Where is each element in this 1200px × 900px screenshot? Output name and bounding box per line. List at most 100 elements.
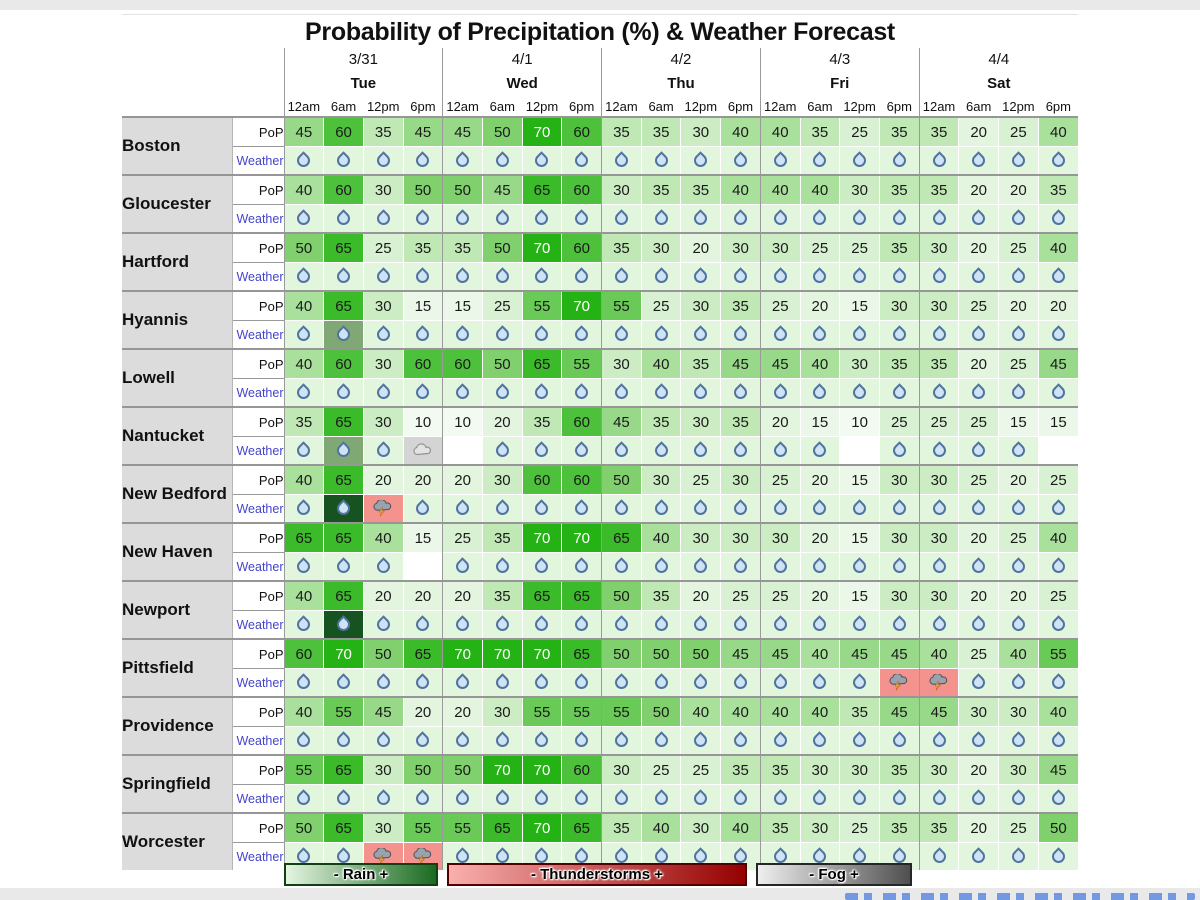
city-pop-row: Hartford PoP 50 65 25 35 35 50 70 60 35 30 20 30 30 25 2… <box>122 232 1078 291</box>
pop-cell: 30 <box>878 464 920 495</box>
weather-row-label[interactable]: Weather <box>232 668 284 697</box>
time-header: 6am <box>640 96 681 117</box>
rain-drop-icon <box>453 672 472 692</box>
city-label: New Haven <box>122 522 233 581</box>
rain-drop-icon <box>929 498 949 518</box>
thunderstorm-icon <box>411 846 435 865</box>
weather-cell <box>1037 320 1078 349</box>
pop-cell: 35 <box>918 174 959 205</box>
weather-cell <box>481 378 523 407</box>
rain-drop-icon <box>374 266 393 286</box>
pop-cell: 25 <box>680 754 721 785</box>
pop-row-label: PoP <box>232 522 284 553</box>
rain-drop-icon <box>691 788 710 808</box>
weather-row-label[interactable]: Weather <box>232 262 284 291</box>
rain-drop-icon <box>969 730 988 750</box>
rain-drop-icon <box>1049 730 1068 750</box>
pop-cell: 30 <box>998 696 1039 727</box>
cutoff-link-text[interactable] <box>845 893 1195 900</box>
rain-drop-icon <box>651 440 671 460</box>
time-header: 6pm <box>1037 96 1078 117</box>
pop-cell: 20 <box>998 174 1039 205</box>
time-header: 6pm <box>402 96 443 117</box>
legend-rain[interactable]: - Rain + <box>284 863 438 886</box>
rain-drop-icon <box>334 498 353 518</box>
city-pop-row: Pittsfield PoP 60 70 50 65 70 70 70 65 50 50 50 45 45 4… <box>122 638 1078 697</box>
rain-drop-icon <box>771 614 790 634</box>
weather-cell <box>680 378 721 407</box>
weather-cell <box>283 494 324 523</box>
weather-cell <box>918 552 959 581</box>
rain-drop-icon <box>810 556 830 576</box>
weather-row-label[interactable]: Weather <box>232 146 284 175</box>
legend-fog[interactable]: - Fog + <box>756 863 912 886</box>
weather-row-label[interactable]: Weather <box>232 320 284 349</box>
rain-drop-icon <box>771 440 790 460</box>
pop-cell: 35 <box>640 174 681 205</box>
weather-row-label[interactable]: Weather <box>232 842 284 870</box>
pop-cell: 60 <box>442 348 483 379</box>
weather-cell <box>918 668 959 697</box>
rain-drop-icon <box>890 556 909 576</box>
rain-drop-icon <box>572 788 591 808</box>
city-weather-row: Weather <box>122 494 1078 523</box>
weather-row-label[interactable]: Weather <box>232 552 284 581</box>
pop-weather-table: 3/31 4/1 4/2 4/3 4/4 Tue Wed Thu Fri Sat 12am 6am 12… <box>122 48 1078 870</box>
pop-cell: 45 <box>918 696 959 727</box>
rain-drop-icon <box>1049 614 1068 634</box>
rain-drop-icon <box>969 846 988 866</box>
weather-row-label[interactable]: Weather <box>232 784 284 813</box>
rain-drop-icon <box>651 382 671 402</box>
pop-cell: 15 <box>1037 406 1078 437</box>
pop-cell: 65 <box>521 348 562 379</box>
weather-row-label[interactable]: Weather <box>232 378 284 407</box>
weather-cell <box>283 146 324 175</box>
rain-drop-icon <box>413 208 433 228</box>
weather-row-label[interactable]: Weather <box>232 494 284 523</box>
pop-cell: 65 <box>561 638 602 669</box>
weather-row-label[interactable]: Weather <box>232 610 284 639</box>
weather-cell <box>680 204 721 233</box>
rain-drop-icon <box>890 614 909 634</box>
rain-drop-icon <box>731 556 750 576</box>
city-weather-row: Weather <box>122 610 1078 639</box>
legend-thunderstorms[interactable]: - Thunderstorms + <box>447 863 747 886</box>
weather-cell <box>759 552 801 581</box>
rain-drop-icon <box>850 730 869 750</box>
rain-drop-icon <box>612 266 631 286</box>
weather-cell <box>799 320 840 349</box>
rain-drop-icon <box>771 266 790 286</box>
pop-cell: 25 <box>640 754 681 785</box>
weather-cell <box>839 668 880 697</box>
rain-drop-icon <box>810 266 830 286</box>
weather-cell <box>323 552 364 581</box>
weather-cell <box>283 784 324 813</box>
time-header: 12am <box>442 96 483 117</box>
time-header: 12pm <box>521 96 562 117</box>
weather-row-label[interactable]: Weather <box>232 436 284 465</box>
date-header: 3/31 <box>283 48 443 70</box>
pop-cell: 35 <box>878 812 920 843</box>
pop-cell: 40 <box>998 638 1039 669</box>
rain-drop-icon <box>1049 266 1068 286</box>
pop-row-label: PoP <box>232 290 284 321</box>
weather-cell <box>759 494 801 523</box>
pop-cell: 60 <box>561 116 602 147</box>
rain-drop-icon <box>334 150 353 170</box>
rain-drop-icon <box>731 730 750 750</box>
rain-drop-icon <box>532 730 552 750</box>
rain-drop-icon <box>969 324 988 344</box>
weather-row-label[interactable]: Weather <box>232 204 284 233</box>
weather-cell <box>362 668 404 697</box>
time-header: 6pm <box>720 96 761 117</box>
weather-cell <box>878 726 920 755</box>
date-header: 4/1 <box>442 48 602 70</box>
pop-cell: 60 <box>561 754 602 785</box>
city-weather-row: Weather <box>122 378 1078 407</box>
city-weather-row: Weather <box>122 262 1078 291</box>
pop-cell: 60 <box>323 174 364 205</box>
weather-cell <box>720 668 761 697</box>
weather-row-label[interactable]: Weather <box>232 726 284 755</box>
pop-cell: 20 <box>680 232 721 263</box>
rain-drop-icon <box>731 672 750 692</box>
